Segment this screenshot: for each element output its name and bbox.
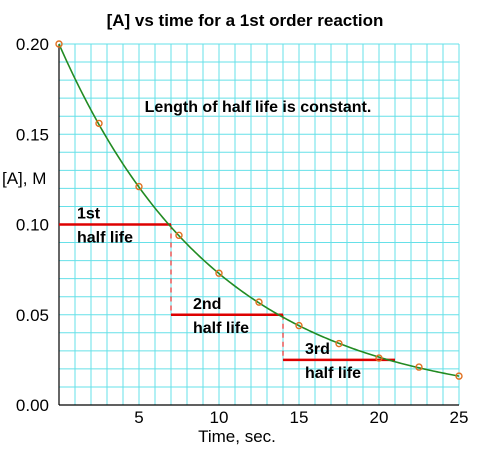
data-points: [55, 40, 463, 380]
y-tick-label: 0.05: [16, 306, 49, 325]
x-tick-label: 15: [290, 408, 309, 427]
y-tick-label: 0.00: [16, 396, 49, 415]
data-point: [175, 231, 183, 240]
annotation-note: Length of half life is constant.: [145, 99, 372, 116]
x-tick-label: 20: [370, 408, 389, 427]
decay-curve: [58, 43, 460, 377]
data-point: [95, 119, 103, 128]
half-life-label-line2: half life: [193, 320, 249, 337]
y-axis-label: [A], M: [2, 169, 46, 188]
data-point: [335, 339, 343, 348]
data-point: [295, 321, 303, 330]
data-point: [135, 182, 143, 191]
data-point: [455, 372, 463, 380]
y-tick-label: 0.10: [16, 216, 49, 235]
half-life-label-line2: half life: [305, 365, 361, 382]
y-tick-labels: 0.00 0.05 0.10 0.15 0.20: [16, 35, 49, 415]
x-tick-labels: 5 10 15 20 25: [134, 408, 468, 427]
data-point: [215, 269, 223, 277]
x-tick-label: 10: [210, 408, 229, 427]
data-point: [55, 40, 63, 48]
half-life-label-line1: 3rd: [305, 341, 330, 358]
half-life-label-line1: 1st: [77, 206, 101, 223]
data-point: [415, 363, 423, 371]
data-point: [255, 298, 263, 306]
data-point: [375, 354, 383, 362]
y-tick-label: 0.15: [16, 125, 49, 144]
x-tick-label: 25: [450, 408, 469, 427]
x-axis-label: Time, sec.: [198, 427, 276, 446]
x-tick-label: 5: [134, 408, 143, 427]
grid: [58, 43, 460, 406]
chart-title: [A] vs time for a 1st order reaction: [107, 11, 384, 30]
y-tick-label: 0.20: [16, 35, 49, 54]
half-life-markers: [59, 223, 395, 362]
half-life-label-line2: half life: [77, 230, 133, 247]
half-life-labels: 1st half life 2nd half life 3rd half life: [77, 206, 361, 382]
half-life-label-line1: 2nd: [193, 296, 221, 313]
